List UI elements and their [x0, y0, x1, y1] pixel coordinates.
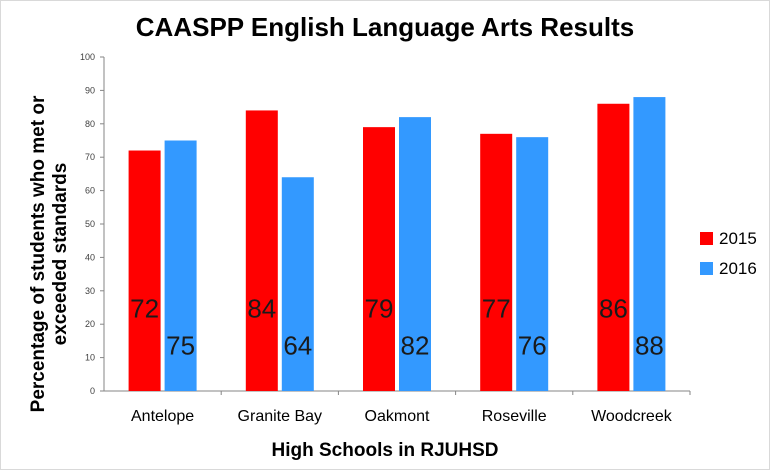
y-tick-label: 20: [85, 319, 95, 329]
chart-title: CAASPP English Language Arts Results: [136, 12, 634, 42]
data-label: 76: [518, 330, 547, 360]
bar-2015: [128, 150, 161, 391]
x-tick-label: Roseville: [482, 408, 547, 425]
y-tick-label: 60: [85, 186, 95, 196]
data-label: 75: [166, 330, 195, 360]
y-tick-label: 50: [85, 219, 95, 229]
legend-label: 2016: [719, 259, 757, 278]
legend-label: 2015: [719, 229, 757, 248]
x-tick-label: Granite Bay: [238, 408, 322, 425]
bar-2016: [516, 137, 549, 391]
data-label: 64: [283, 330, 312, 360]
y-tick-label: 40: [85, 252, 95, 262]
bar-2015: [480, 133, 513, 391]
x-tick-label: Woodcreek: [591, 408, 673, 425]
bar-2015: [245, 110, 278, 391]
x-tick-label: Antelope: [131, 408, 194, 425]
legend-swatch-2016: [700, 262, 713, 275]
data-label: 88: [635, 330, 664, 360]
bar-2016: [281, 177, 314, 391]
bar-2015: [363, 127, 395, 391]
data-label: 79: [365, 294, 394, 324]
data-label: 77: [482, 294, 511, 324]
bar-2016: [633, 97, 666, 391]
legend-swatch-2015: [700, 232, 713, 245]
x-tick-label: Oakmont: [365, 408, 430, 425]
y-tick-label: 0: [90, 386, 95, 396]
y-tick-label: 100: [80, 52, 95, 62]
legend: 2015 2016: [700, 229, 757, 278]
bar-2016: [164, 140, 197, 391]
bar-2016: [399, 117, 431, 392]
x-axis-label: High Schools in RJUHSD: [272, 440, 499, 461]
axes: 0 10 20 30 40 50 60 70 80 90 100 Percentage of stud…: [28, 52, 691, 425]
data-label: 84: [247, 294, 276, 324]
data-label: 86: [599, 294, 628, 324]
bar-2015: [597, 103, 630, 391]
y-tick-label: 10: [85, 353, 95, 363]
y-tick-label: 80: [85, 119, 95, 129]
y-tick-label: 30: [85, 286, 95, 296]
data-label: 82: [401, 330, 430, 360]
y-tick-label: 90: [85, 85, 95, 95]
data-label: 72: [130, 294, 159, 324]
y-tick-label: 70: [85, 152, 95, 162]
y-axis-label: Percentage of students who met orexceede…: [28, 95, 71, 412]
